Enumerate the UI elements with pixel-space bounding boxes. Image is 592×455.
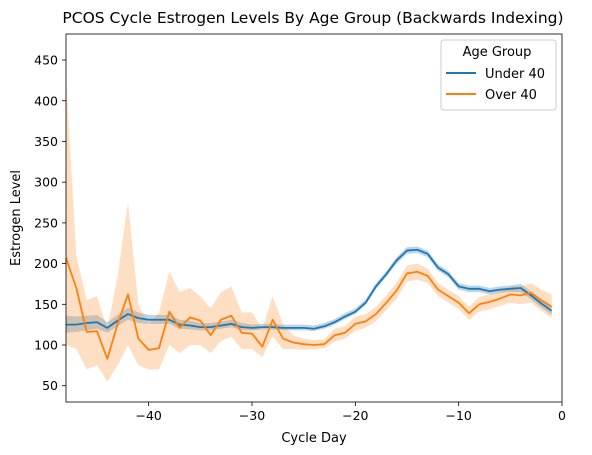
y-tick-label: 450 [34, 53, 58, 68]
legend-box [440, 39, 557, 111]
confidence-bands [66, 76, 552, 382]
y-tick-label: 150 [34, 297, 58, 312]
legend-title: Age Group [463, 45, 532, 60]
x-tick-label: −10 [445, 408, 471, 423]
confidence-band-under-40 [66, 246, 552, 333]
y-tick-label: 300 [34, 175, 58, 190]
confidence-band-over-40 [66, 76, 552, 382]
y-axis-label: Estrogen Level [9, 170, 24, 266]
x-axis-label: Cycle Day [281, 431, 347, 446]
x-tick-label: −20 [342, 408, 368, 423]
y-tick-label: 200 [34, 256, 58, 271]
series-line-over-40 [65, 257, 553, 360]
y-tick-label: 400 [34, 93, 58, 108]
legend-label-over-40: Over 40 [485, 88, 537, 103]
x-axis-ticks: −40 −30 −20 −10 0 [135, 402, 566, 423]
x-tick-label: −40 [135, 408, 161, 423]
y-tick-label: 350 [34, 134, 58, 149]
y-tick-label: 250 [34, 215, 58, 230]
legend-label-under-40: Under 40 [485, 67, 545, 82]
y-axis-ticks: 50 100 150 200 250 300 350 400 450 [34, 53, 66, 393]
plot-frame [65, 33, 563, 403]
series-line-under-40 [66, 248, 553, 330]
legend: Age Group Under 40 Over 40 [440, 39, 557, 111]
x-tick-label: 0 [558, 408, 566, 423]
plot-area [65, 76, 553, 382]
y-tick-label: 50 [42, 378, 58, 393]
series-lines [65, 248, 553, 360]
y-tick-label: 100 [34, 338, 58, 353]
x-tick-label: −30 [239, 408, 265, 423]
chart-title: PCOS Cycle Estrogen Levels By Age Group … [62, 9, 563, 27]
